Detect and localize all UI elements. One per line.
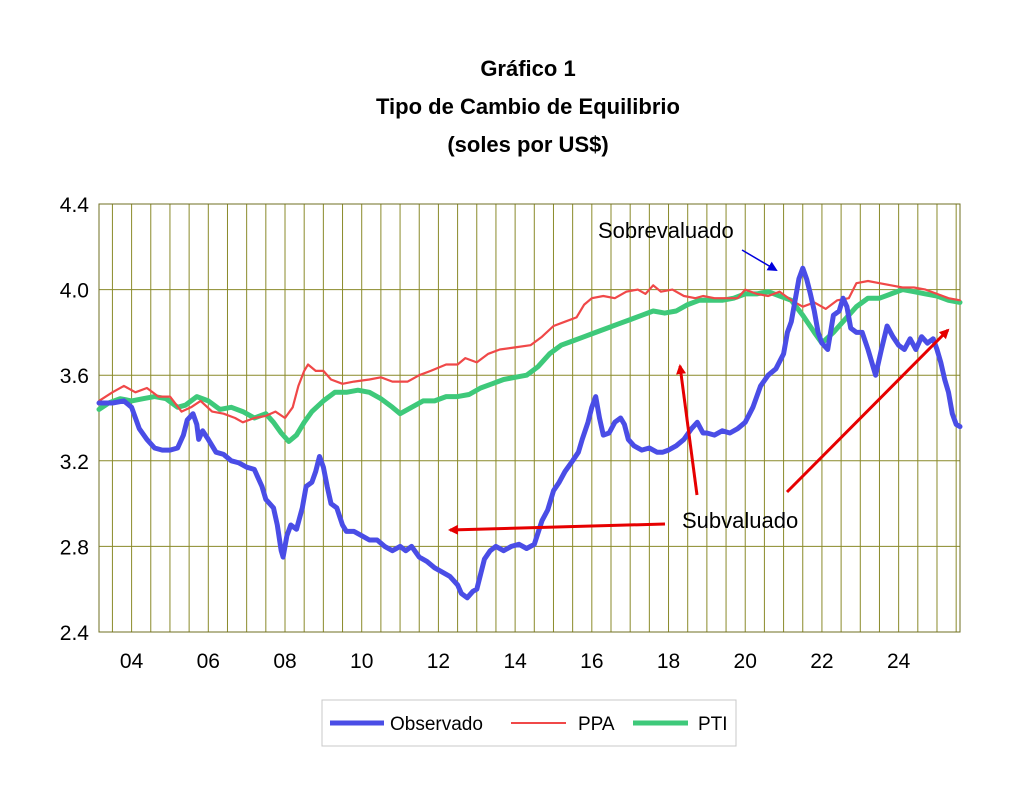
tick-layer: 2.4 2.8 3.2 3.6 4.0 4.4 04 06 08 10 12 14 16 18 20 22 24 [60, 194, 911, 673]
x-tick-label: 24 [887, 650, 911, 673]
annotation-arrow-up [676, 364, 699, 496]
y-tick-label: 4.0 [60, 280, 89, 303]
series-layer [96, 265, 963, 601]
legend-label-observado: Observado [390, 714, 483, 735]
series-line-observado [96, 265, 963, 601]
y-tick-label: 2.8 [60, 536, 89, 559]
x-tick-label: 04 [120, 650, 144, 673]
annotation-arrow-left [448, 522, 666, 535]
plot-border [98, 203, 961, 633]
legend: Observado PPA PTI [321, 699, 737, 747]
x-tick-label: 20 [734, 650, 757, 673]
x-tick-label: 08 [273, 650, 296, 673]
x-tick-label: 10 [350, 650, 373, 673]
annotation-subvaluado: Subvaluado [682, 508, 798, 533]
series-line-pti [96, 287, 963, 444]
grid-layer [98, 203, 961, 633]
plot-area [99, 204, 960, 632]
annotation-sobrevaluado: Sobrevaluado [598, 218, 734, 243]
y-tick-label: 3.6 [60, 365, 89, 388]
x-tick-label: 12 [427, 650, 450, 673]
annotation-layer: Sobrevaluado Subvaluado [448, 218, 950, 535]
x-tick-label: 18 [657, 650, 680, 673]
chart-subtitle-2: (soles por US$) [447, 132, 609, 157]
y-tick-label: 2.4 [60, 622, 90, 645]
chart-title: Gráfico 1 [480, 56, 576, 81]
y-tick-label: 3.2 [60, 451, 89, 474]
x-tick-label: 14 [503, 650, 527, 673]
chart-title-block: Gráfico 1 Tipo de Cambio de Equilibrio (… [0, 50, 1024, 164]
annotation-arrow-blue [741, 249, 778, 272]
x-tick-label: 16 [580, 650, 603, 673]
annotation-arrow-right [785, 328, 950, 494]
x-tick-label: 06 [197, 650, 220, 673]
y-tick-label: 4.4 [60, 194, 90, 217]
x-tick-label: 22 [810, 650, 833, 673]
chart-subtitle-1: Tipo de Cambio de Equilibrio [376, 94, 680, 119]
legend-label-ppa: PPA [578, 714, 615, 735]
legend-label-pti: PTI [698, 714, 728, 735]
